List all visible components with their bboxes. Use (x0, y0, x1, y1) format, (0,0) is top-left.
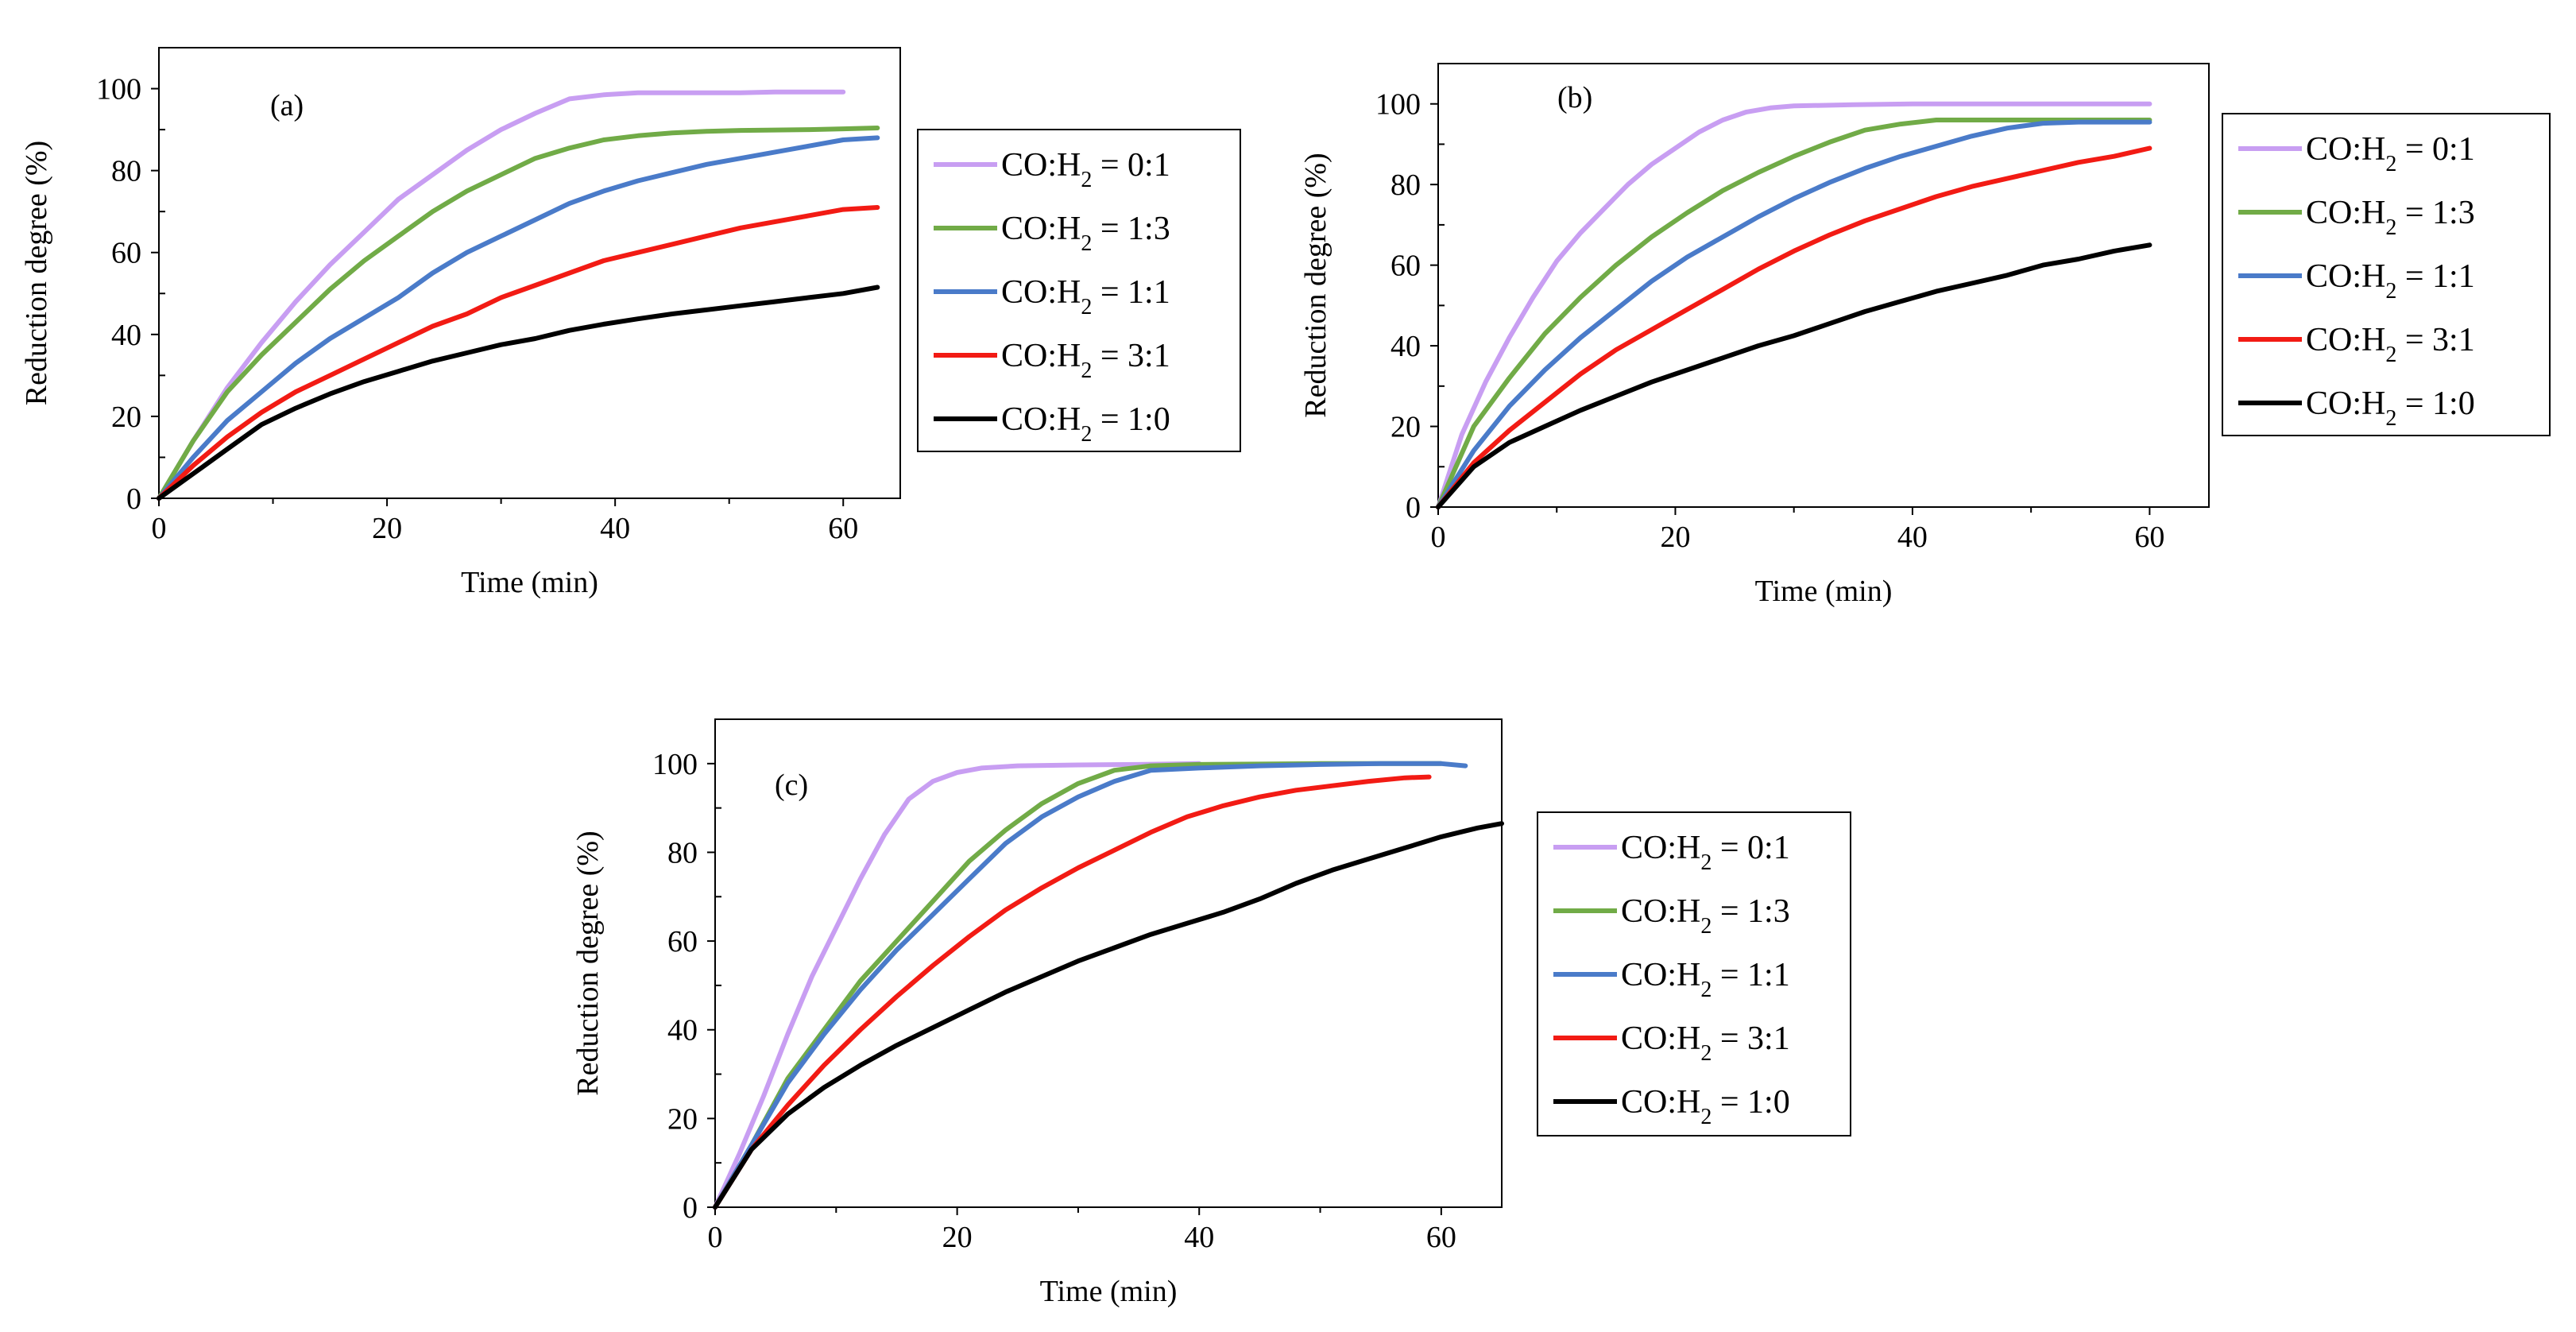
x-tick-label: 60 (828, 512, 858, 545)
series-line-1 (713, 761, 1202, 1210)
legend-entry: CO:H2 = 1:3 (1621, 893, 1790, 939)
legend-entry: CO:H2 = 1:1 (2306, 258, 2475, 304)
legend: CO:H2 = 0:1 CO:H2 = 1:3 CO:H2 = 1:1 CO:H2 =… (2222, 113, 2551, 436)
y-tick-label: 80 (111, 155, 141, 188)
legend-entry: CO:H2 = 1:0 (2306, 385, 2475, 431)
y-tick-label: 40 (111, 319, 141, 352)
legend-entry: CO:H2 = 3:1 (1001, 338, 1170, 383)
series-line-3 (157, 135, 880, 501)
y-tick-label: 100 (652, 748, 698, 781)
y-tick-label: 0 (126, 482, 141, 516)
y-tick-label: 0 (683, 1191, 698, 1225)
x-tick-label: 40 (1184, 1221, 1214, 1254)
y-tick-label: 40 (1390, 330, 1421, 363)
panel-label: (b) (1557, 81, 1592, 114)
y-axis-title: Reduction degree (%) (571, 831, 605, 1095)
series-line-1 (1436, 101, 2152, 509)
legend-entry: CO:H2 = 1:3 (1001, 211, 1170, 256)
x-tick-label: 0 (708, 1221, 723, 1254)
x-tick-label: 40 (600, 512, 630, 545)
plot-frame (158, 47, 901, 499)
y-tick-label: 60 (111, 237, 141, 270)
legend-entry: CO:H2 = 1:0 (1621, 1084, 1790, 1129)
x-tick-label: 60 (1426, 1221, 1456, 1254)
series-line-2 (157, 126, 880, 501)
plot-frame (714, 718, 1503, 1208)
y-tick-label: 60 (667, 925, 698, 958)
series-line-5 (713, 821, 1504, 1210)
y-tick-label: 20 (667, 1102, 698, 1136)
y-tick-label: 20 (1390, 411, 1421, 444)
chart-panel-a: 0 20 40 60 80 100 0 20 40 60 Time (min) Reduction d… (20, 47, 1241, 599)
x-tick-label: 0 (1431, 521, 1446, 554)
y-axis-title: Reduction degree (%) (1299, 153, 1332, 417)
y-tick-label: 100 (96, 73, 141, 106)
legend-entry: CO:H2 = 1:0 (1001, 401, 1170, 447)
y-tick-label: 40 (667, 1014, 698, 1047)
series-line-4 (713, 774, 1432, 1210)
y-tick-label: 20 (111, 401, 141, 434)
y-axis-title: Reduction degree (%) (20, 141, 53, 405)
x-axis-title: Time (min) (1755, 575, 1893, 608)
series-line-4 (157, 205, 880, 501)
x-tick-label: 0 (152, 512, 167, 545)
chart-panel-b: 0 20 40 60 80 100 0 20 40 60 Time (min) Reduction d… (1299, 63, 2551, 608)
y-tick-label: 100 (1375, 88, 1421, 122)
chart-panel-c: 0 20 40 60 80 100 0 20 40 60 Time (min) Reduction d… (571, 718, 1851, 1308)
series-line-5 (1436, 242, 2152, 509)
y-tick-label: 80 (667, 836, 698, 869)
legend-entry: CO:H2 = 0:1 (1621, 830, 1790, 875)
series-line-5 (157, 285, 880, 501)
series-line-2 (1436, 118, 2152, 509)
series-line-4 (1436, 145, 2152, 509)
legend-entry: CO:H2 = 3:1 (2306, 322, 2475, 367)
series-line-3 (713, 761, 1468, 1210)
series-line-2 (713, 761, 1444, 1210)
x-axis-title: Time (min) (461, 566, 598, 599)
legend: CO:H2 = 0:1 CO:H2 = 1:3 CO:H2 = 1:1 CO:H2 =… (1537, 811, 1851, 1136)
x-tick-label: 20 (1660, 521, 1690, 554)
legend-entry: CO:H2 = 1:3 (2306, 195, 2475, 240)
x-axis-title: Time (min) (1040, 1275, 1178, 1308)
x-tick-label: 60 (2134, 521, 2164, 554)
series-line-1 (157, 89, 846, 501)
legend-entry: CO:H2 = 3:1 (1621, 1020, 1790, 1066)
legend-entry: CO:H2 = 1:1 (1621, 957, 1790, 1002)
x-tick-label: 20 (372, 512, 402, 545)
legend-entry: CO:H2 = 0:1 (1001, 147, 1170, 192)
plot-frame (1437, 63, 2210, 508)
legend-entry: CO:H2 = 0:1 (2306, 131, 2475, 176)
series-line-3 (1436, 119, 2152, 509)
panel-label: (a) (270, 89, 304, 122)
x-tick-label: 20 (942, 1221, 973, 1254)
x-tick-label: 40 (1897, 521, 1928, 554)
legend-entry: CO:H2 = 1:1 (1001, 274, 1170, 319)
y-tick-label: 60 (1390, 250, 1421, 283)
panel-label: (c) (775, 769, 808, 802)
y-tick-label: 0 (1406, 491, 1421, 525)
y-tick-label: 80 (1390, 168, 1421, 202)
legend: CO:H2 = 0:1 CO:H2 = 1:3 CO:H2 = 1:1 CO:H2 =… (917, 129, 1241, 452)
